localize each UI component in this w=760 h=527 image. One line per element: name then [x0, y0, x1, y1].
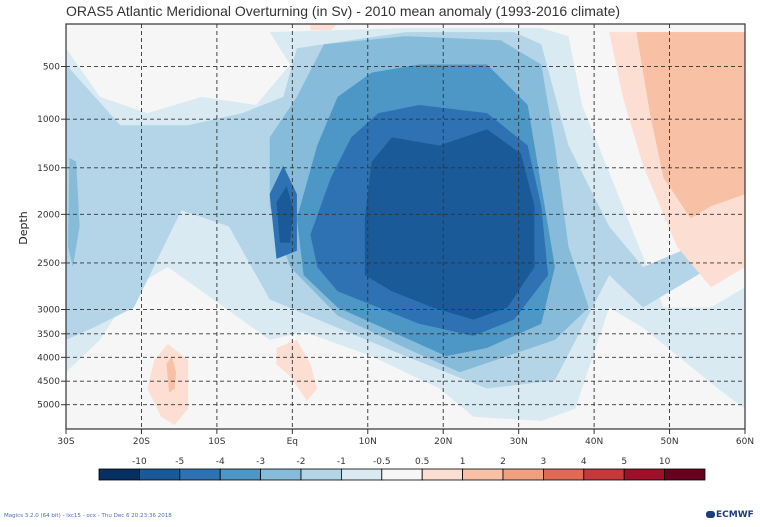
- x-tick-label: 60N: [736, 437, 754, 447]
- grid-lines: [66, 24, 745, 429]
- ecmwf-logo: ECMWF: [706, 510, 754, 520]
- colorbar-label: 0.5: [415, 457, 429, 467]
- footer-credit: Magics 3.2.0 (64 bit) - lxc15 - ocx - Th…: [4, 513, 172, 519]
- y-tick-label: 5000: [37, 401, 60, 411]
- y-tick-label: 4000: [37, 353, 60, 363]
- colorbar-swatch: [623, 468, 666, 481]
- colorbar-swatch: [381, 468, 423, 481]
- colorbar-label: 4: [581, 457, 587, 467]
- x-tick-label: 10N: [359, 437, 377, 447]
- colorbar: -10 -5 -4 -3 -2 -1 -0.5 0.5 1 2 3 4 5 10: [98, 457, 706, 481]
- colorbar-swatch: [98, 468, 140, 481]
- colorbar-label: -10: [132, 457, 147, 467]
- colorbar-label: 3: [541, 457, 547, 467]
- colorbar-swatch: [219, 468, 261, 481]
- x-tick-label: 50N: [660, 437, 678, 447]
- x-tick-label: 10S: [208, 437, 225, 447]
- colorbar-label: 2: [500, 457, 506, 467]
- colorbar-swatch: [138, 468, 181, 481]
- y-tick-label: 2500: [37, 259, 60, 269]
- y-tick-label: 2000: [37, 210, 60, 220]
- contour-band-2: [636, 32, 745, 219]
- colorbar-swatch: [502, 468, 544, 481]
- colorbar-label: -4: [216, 457, 225, 467]
- y-axis: 500 1000 1500 2000 2500 3000 3500 4000 4500 5000: [37, 63, 66, 411]
- contour-band-2: [166, 356, 176, 393]
- colorbar-swatch: [421, 468, 464, 481]
- chart-title: ORAS5 Atlantic Meridional Overturning (i…: [66, 3, 621, 19]
- colorbar-label: -1: [337, 457, 346, 467]
- colorbar-label: 5: [621, 457, 627, 467]
- colorbar-swatch: [260, 468, 302, 481]
- contour-band-1: [276, 339, 318, 401]
- colorbar-swatch: [664, 468, 706, 481]
- colorbar-label: -5: [175, 457, 184, 467]
- colorbar-label: 10: [659, 457, 671, 467]
- colorbar-swatch: [462, 468, 504, 481]
- y-tick-label: 1000: [37, 115, 60, 125]
- colorbar-label: -3: [256, 457, 265, 467]
- y-tick-label: 500: [43, 63, 60, 73]
- x-tick-label: 30N: [510, 437, 528, 447]
- colorbar-swatch: [300, 468, 342, 481]
- contour-band--5: [364, 129, 535, 320]
- colorbar-label: 1: [460, 457, 466, 467]
- colorbar-swatch: [340, 468, 383, 481]
- x-tick-label: Eq: [287, 437, 298, 447]
- x-axis: 30S 20S 10S Eq 10N 20N 30N 40N 50N 60N: [57, 429, 754, 447]
- x-tick-label: 20S: [133, 437, 150, 447]
- y-tick-label: 1500: [37, 164, 60, 174]
- colorbar-swatch: [543, 468, 585, 481]
- x-tick-label: 20N: [434, 437, 452, 447]
- ecmwf-logo-icon: [706, 511, 715, 518]
- x-tick-label: 40N: [585, 437, 603, 447]
- colorbar-swatch: [179, 468, 221, 481]
- contour-band--2: [68, 157, 80, 267]
- y-tick-label: 3000: [37, 306, 60, 316]
- x-tick-label: 30S: [57, 437, 74, 447]
- colorbar-swatch: [583, 468, 625, 481]
- colorbar-label: -2: [297, 457, 306, 467]
- y-tick-label: 4500: [37, 377, 60, 387]
- colorbar-label: -0.5: [373, 457, 391, 467]
- y-axis-title: Depth: [17, 211, 30, 245]
- plot-frame: [65, 23, 746, 430]
- y-tick-label: 3500: [37, 330, 60, 340]
- contour-band-1: [310, 24, 338, 31]
- ecmwf-logo-text: ECMWF: [716, 510, 754, 520]
